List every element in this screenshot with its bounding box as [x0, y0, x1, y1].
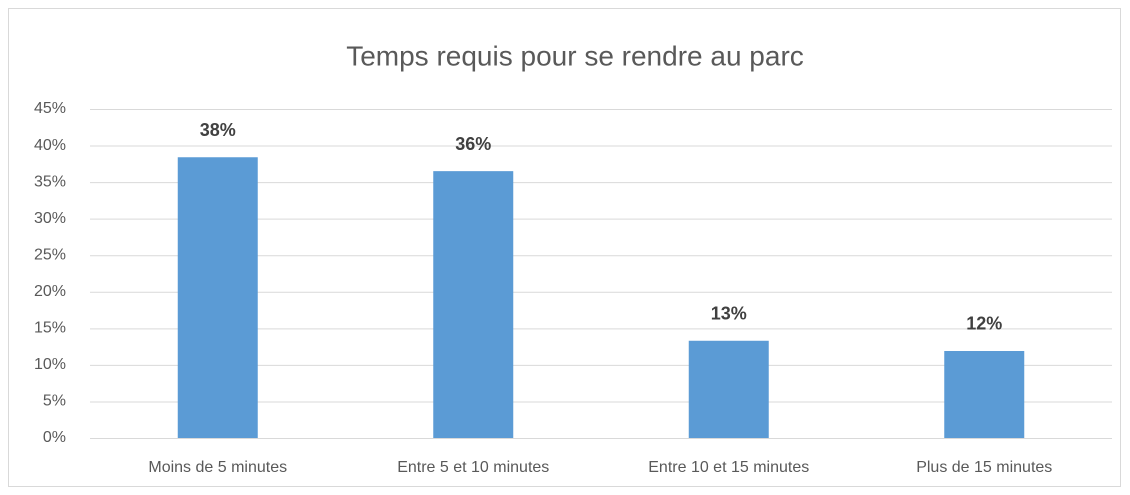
y-tick-label: 15% — [34, 320, 66, 337]
y-tick-label: 25% — [34, 246, 66, 263]
y-tick-label: 40% — [34, 137, 66, 154]
x-tick-label: Plus de 15 minutes — [916, 459, 1052, 476]
data-label: 13% — [711, 304, 747, 324]
y-tick-label: 20% — [34, 283, 66, 300]
y-tick-label: 10% — [34, 356, 66, 373]
bar — [177, 157, 258, 438]
y-tick-label: 5% — [43, 393, 66, 410]
y-tick-label: 45% — [34, 100, 66, 117]
y-tick-label: 0% — [43, 429, 66, 446]
chart-title: Temps requis pour se rendre au parc — [346, 40, 804, 71]
x-tick-label: Entre 10 et 15 minutes — [648, 459, 809, 476]
y-tick-label: 35% — [34, 173, 66, 190]
x-tick-label: Moins de 5 minutes — [148, 459, 287, 476]
data-label: 38% — [200, 120, 236, 140]
x-tick-label: Entre 5 et 10 minutes — [397, 459, 549, 476]
y-tick-label: 30% — [34, 210, 66, 227]
bar — [433, 171, 514, 438]
data-label: 12% — [966, 314, 1002, 334]
bar — [688, 340, 769, 438]
data-label: 36% — [455, 134, 491, 154]
bar — [944, 350, 1025, 438]
